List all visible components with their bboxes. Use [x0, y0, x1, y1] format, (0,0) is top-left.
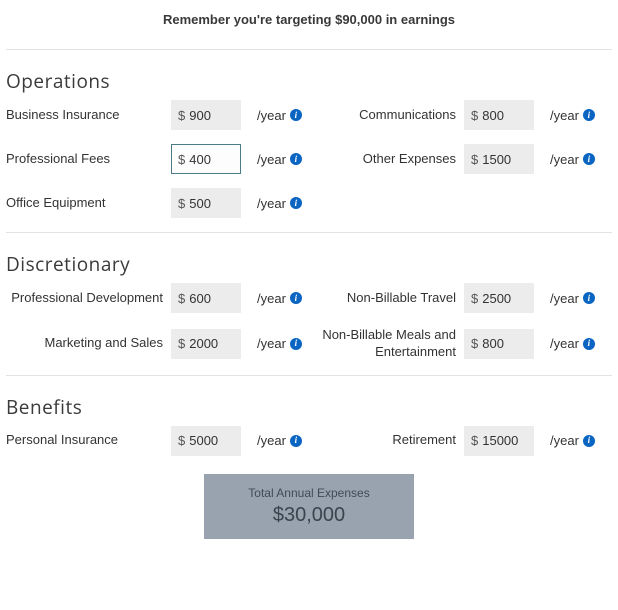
- info-icon[interactable]: i: [583, 153, 595, 165]
- section-title-discretionary: Discretionary: [6, 251, 612, 277]
- info-icon[interactable]: i: [290, 435, 302, 447]
- currency-symbol: $: [471, 152, 478, 167]
- info-icon[interactable]: i: [583, 109, 595, 121]
- per-unit: /year: [550, 291, 579, 306]
- value-marketing-sales[interactable]: [189, 336, 234, 351]
- value-personal-insurance[interactable]: [189, 433, 234, 448]
- currency-symbol: $: [178, 336, 185, 351]
- currency-symbol: $: [178, 196, 185, 211]
- per-unit: /year: [550, 108, 579, 123]
- label-other-expenses: Other Expenses: [309, 151, 464, 168]
- per-unit: /year: [550, 152, 579, 167]
- row-operations-3: Office Equipment $ /year i: [6, 188, 612, 218]
- label-business-insurance: Business Insurance: [6, 107, 171, 124]
- total-box: Total Annual Expenses $30,000: [204, 474, 414, 539]
- currency-symbol: $: [178, 152, 185, 167]
- total-value: $30,000: [204, 504, 414, 527]
- value-office-equipment[interactable]: [189, 196, 234, 211]
- per-unit: /year: [550, 336, 579, 351]
- target-earnings-message: Remember you're targeting $90,000 in ear…: [6, 8, 612, 50]
- value-prof-dev[interactable]: [189, 291, 234, 306]
- label-prof-dev: Professional Development: [6, 290, 171, 307]
- value-communications[interactable]: [482, 108, 527, 123]
- per-unit: /year: [257, 152, 286, 167]
- input-office-equipment[interactable]: $: [171, 188, 241, 218]
- value-professional-fees[interactable]: [189, 152, 234, 167]
- currency-symbol: $: [178, 108, 185, 123]
- section-title-benefits: Benefits: [6, 394, 612, 420]
- currency-symbol: $: [471, 336, 478, 351]
- input-retirement[interactable]: $: [464, 426, 534, 456]
- label-personal-insurance: Personal Insurance: [6, 432, 171, 449]
- info-icon[interactable]: i: [583, 292, 595, 304]
- label-nb-meals: Non-Billable Meals and Entertainment: [309, 327, 464, 361]
- value-nb-travel[interactable]: [482, 291, 527, 306]
- input-business-insurance[interactable]: $: [171, 100, 241, 130]
- info-icon[interactable]: i: [290, 338, 302, 350]
- divider: [6, 232, 612, 233]
- label-nb-travel: Non-Billable Travel: [309, 290, 464, 307]
- value-nb-meals[interactable]: [482, 336, 527, 351]
- divider: [6, 375, 612, 376]
- input-nb-meals[interactable]: $: [464, 329, 534, 359]
- row-discretionary-1: Professional Development $ /year i Non-B…: [6, 283, 612, 313]
- input-personal-insurance[interactable]: $: [171, 426, 241, 456]
- total-label: Total Annual Expenses: [204, 486, 414, 500]
- currency-symbol: $: [178, 433, 185, 448]
- per-unit: /year: [257, 433, 286, 448]
- value-business-insurance[interactable]: [189, 108, 234, 123]
- label-marketing-sales: Marketing and Sales: [6, 335, 171, 352]
- currency-symbol: $: [471, 433, 478, 448]
- currency-symbol: $: [471, 291, 478, 306]
- input-nb-travel[interactable]: $: [464, 283, 534, 313]
- per-unit: /year: [257, 336, 286, 351]
- expense-form: Remember you're targeting $90,000 in ear…: [0, 0, 618, 569]
- currency-symbol: $: [471, 108, 478, 123]
- section-title-operations: Operations: [6, 68, 612, 94]
- info-icon[interactable]: i: [583, 435, 595, 447]
- row-discretionary-2: Marketing and Sales $ /year i Non-Billab…: [6, 327, 612, 361]
- info-icon[interactable]: i: [290, 109, 302, 121]
- per-unit: /year: [550, 433, 579, 448]
- per-unit: /year: [257, 196, 286, 211]
- label-retirement: Retirement: [309, 432, 464, 449]
- row-benefits-1: Personal Insurance $ /year i Retirement …: [6, 426, 612, 456]
- per-unit: /year: [257, 291, 286, 306]
- info-icon[interactable]: i: [583, 338, 595, 350]
- currency-symbol: $: [178, 291, 185, 306]
- row-operations-2: Professional Fees $ /year i Other Expens…: [6, 144, 612, 174]
- input-professional-fees[interactable]: $: [171, 144, 241, 174]
- info-icon[interactable]: i: [290, 153, 302, 165]
- value-retirement[interactable]: [482, 433, 527, 448]
- per-unit: /year: [257, 108, 286, 123]
- info-icon[interactable]: i: [290, 197, 302, 209]
- input-prof-dev[interactable]: $: [171, 283, 241, 313]
- row-operations-1: Business Insurance $ /year i Communicati…: [6, 100, 612, 130]
- input-marketing-sales[interactable]: $: [171, 329, 241, 359]
- label-communications: Communications: [309, 107, 464, 124]
- input-communications[interactable]: $: [464, 100, 534, 130]
- value-other-expenses[interactable]: [482, 152, 527, 167]
- label-office-equipment: Office Equipment: [6, 195, 171, 212]
- input-other-expenses[interactable]: $: [464, 144, 534, 174]
- label-professional-fees: Professional Fees: [6, 151, 171, 168]
- info-icon[interactable]: i: [290, 292, 302, 304]
